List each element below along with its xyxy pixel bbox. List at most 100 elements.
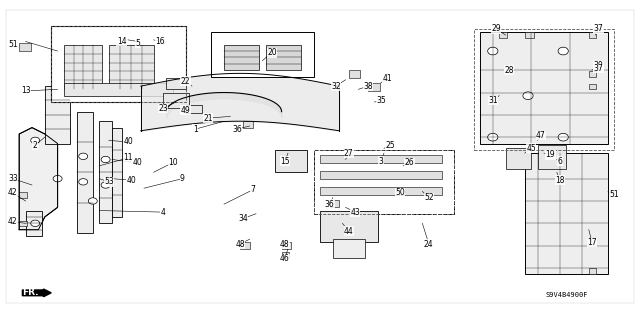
FancyBboxPatch shape — [320, 187, 442, 195]
Ellipse shape — [88, 198, 97, 204]
Text: 18: 18 — [556, 176, 564, 185]
FancyBboxPatch shape — [282, 242, 291, 249]
Text: 36: 36 — [232, 125, 242, 134]
Ellipse shape — [101, 156, 110, 163]
Text: 2: 2 — [33, 141, 38, 150]
FancyBboxPatch shape — [19, 43, 31, 51]
Text: 46: 46 — [280, 254, 290, 263]
Polygon shape — [19, 128, 58, 230]
Text: 53: 53 — [104, 177, 114, 186]
FancyBboxPatch shape — [282, 252, 289, 258]
Text: S9V4B4900F: S9V4B4900F — [545, 292, 588, 298]
Text: 28: 28 — [504, 66, 513, 75]
FancyBboxPatch shape — [109, 45, 154, 89]
Text: 42: 42 — [8, 189, 18, 197]
FancyBboxPatch shape — [333, 239, 365, 258]
Text: 48: 48 — [280, 240, 290, 249]
Ellipse shape — [488, 47, 498, 55]
FancyBboxPatch shape — [589, 71, 596, 77]
Text: 9: 9 — [180, 174, 185, 183]
FancyBboxPatch shape — [320, 155, 442, 163]
FancyBboxPatch shape — [240, 242, 250, 249]
FancyBboxPatch shape — [186, 105, 202, 113]
Text: 23: 23 — [158, 104, 168, 113]
FancyBboxPatch shape — [64, 45, 102, 89]
Text: 40: 40 — [132, 158, 143, 167]
Text: 40: 40 — [126, 176, 136, 185]
Text: 37: 37 — [593, 24, 604, 33]
Text: 22: 22 — [181, 77, 190, 86]
Text: 20: 20 — [267, 48, 277, 57]
Text: 4: 4 — [161, 208, 166, 217]
Text: 11: 11 — [124, 153, 132, 162]
Text: 47: 47 — [536, 131, 546, 140]
FancyBboxPatch shape — [99, 121, 112, 223]
Text: 6: 6 — [557, 157, 563, 166]
Text: 19: 19 — [545, 150, 556, 159]
FancyBboxPatch shape — [506, 148, 531, 169]
Text: 40: 40 — [123, 137, 133, 146]
FancyBboxPatch shape — [77, 112, 93, 233]
FancyBboxPatch shape — [480, 32, 608, 144]
Text: 30: 30 — [593, 61, 604, 70]
FancyBboxPatch shape — [266, 45, 301, 70]
Text: 16: 16 — [155, 37, 165, 46]
Ellipse shape — [31, 137, 40, 144]
FancyBboxPatch shape — [211, 32, 314, 77]
Text: 41: 41 — [382, 74, 392, 83]
Ellipse shape — [79, 179, 88, 185]
Ellipse shape — [558, 47, 568, 55]
FancyBboxPatch shape — [589, 84, 596, 89]
Text: 45: 45 — [526, 144, 536, 153]
FancyBboxPatch shape — [589, 32, 596, 38]
Text: 34: 34 — [238, 214, 248, 223]
Text: 32: 32 — [331, 82, 341, 91]
Text: 29: 29 — [491, 24, 501, 33]
Ellipse shape — [31, 220, 40, 226]
Text: 44: 44 — [344, 227, 354, 236]
Ellipse shape — [101, 182, 110, 188]
FancyBboxPatch shape — [51, 26, 186, 102]
FancyBboxPatch shape — [19, 192, 27, 198]
Text: 15: 15 — [280, 157, 290, 166]
Text: 37: 37 — [593, 64, 604, 73]
FancyBboxPatch shape — [525, 32, 534, 38]
Text: 14: 14 — [116, 37, 127, 46]
Text: 51: 51 — [609, 190, 620, 199]
FancyBboxPatch shape — [26, 211, 42, 236]
Ellipse shape — [79, 153, 88, 160]
FancyBboxPatch shape — [275, 150, 307, 172]
Text: 31: 31 — [488, 96, 498, 105]
Text: 33: 33 — [8, 174, 18, 183]
Text: 38: 38 — [363, 82, 373, 91]
Text: 50: 50 — [395, 189, 405, 197]
Ellipse shape — [53, 175, 62, 182]
FancyBboxPatch shape — [320, 171, 442, 179]
FancyBboxPatch shape — [499, 32, 507, 38]
Text: 10: 10 — [168, 158, 178, 167]
FancyBboxPatch shape — [163, 93, 189, 108]
FancyBboxPatch shape — [224, 45, 259, 70]
FancyBboxPatch shape — [166, 78, 186, 89]
FancyBboxPatch shape — [368, 83, 380, 91]
Text: 1: 1 — [193, 125, 198, 134]
Ellipse shape — [558, 133, 568, 141]
Text: 35: 35 — [376, 96, 386, 105]
Ellipse shape — [488, 133, 498, 141]
Text: 48: 48 — [235, 240, 245, 249]
Text: 51: 51 — [8, 40, 18, 49]
FancyArrow shape — [22, 289, 51, 297]
FancyBboxPatch shape — [330, 200, 339, 207]
Text: 7: 7 — [250, 185, 255, 194]
FancyBboxPatch shape — [538, 145, 566, 169]
Text: FR.: FR. — [22, 288, 39, 297]
Text: 13: 13 — [20, 86, 31, 95]
FancyBboxPatch shape — [525, 153, 608, 274]
FancyBboxPatch shape — [64, 83, 173, 96]
FancyBboxPatch shape — [112, 128, 122, 217]
Text: 43: 43 — [350, 208, 360, 217]
Text: 42: 42 — [8, 217, 18, 226]
Text: 26: 26 — [404, 158, 415, 167]
Text: 21: 21 — [204, 114, 212, 122]
Text: 49: 49 — [180, 106, 191, 115]
